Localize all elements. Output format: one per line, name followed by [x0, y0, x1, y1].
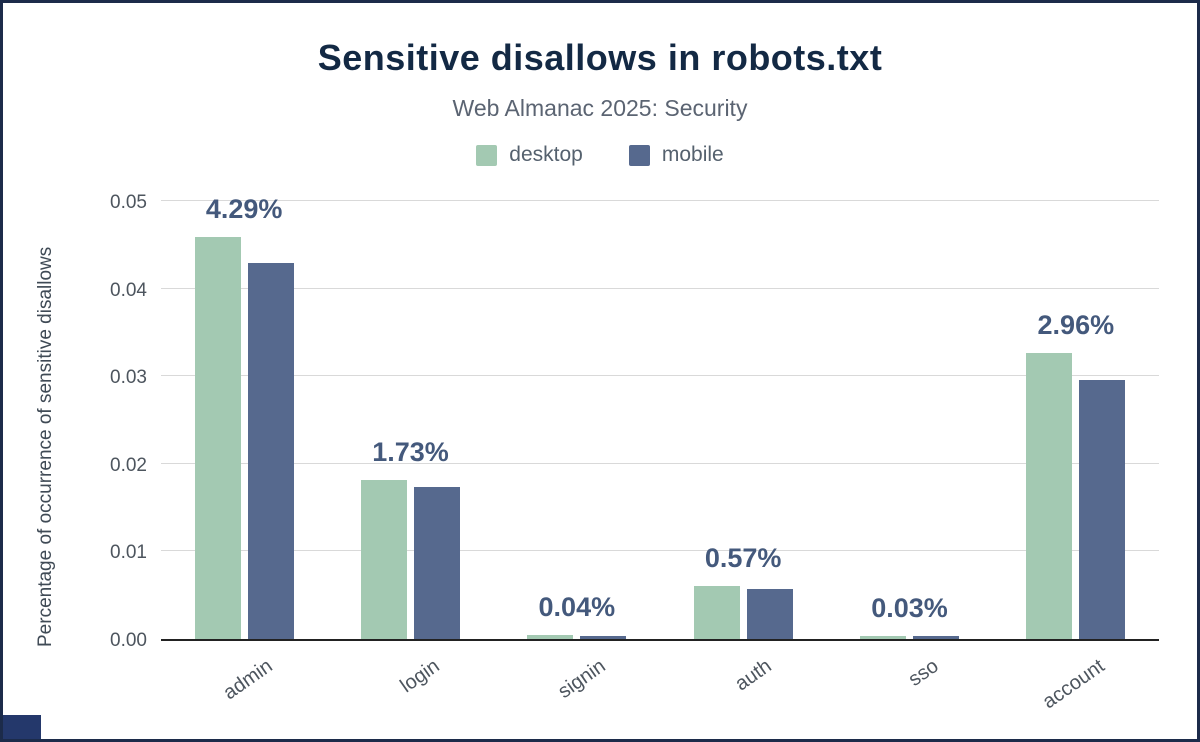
bar-group-auth	[660, 201, 826, 639]
legend-label-mobile: mobile	[661, 143, 724, 166]
y-tick-label: 0.05	[110, 192, 147, 213]
legend-swatch-desktop	[476, 144, 498, 166]
bar-group-login	[327, 201, 493, 639]
bar-desktop-signin[interactable]	[527, 634, 574, 639]
bar-desktop-sso[interactable]	[859, 636, 906, 639]
y-tick-label: 0.04	[110, 279, 147, 301]
bar-desktop-account[interactable]	[1026, 352, 1073, 639]
corner-logo	[3, 715, 41, 739]
bar-mobile-login[interactable]	[413, 487, 460, 639]
y-tick-label: 0.03	[110, 367, 147, 389]
bar-group-sso	[826, 201, 992, 639]
gridline	[161, 287, 1159, 289]
y-tick-label: 0.01	[110, 542, 147, 564]
bar-desktop-login[interactable]	[360, 480, 407, 639]
bar-group-account	[993, 201, 1159, 639]
bar-desktop-admin[interactable]	[194, 236, 241, 639]
bar-mobile-admin[interactable]	[247, 263, 294, 639]
bar-mobile-auth[interactable]	[746, 589, 793, 639]
bar-mobile-signin[interactable]	[580, 635, 627, 639]
chart-area: 0.00 0.01 0.02 0.03 0.04 0.05 4.29% admin 1.73%…	[3, 192, 1197, 713]
value-label-signin: 0.04%	[538, 591, 616, 622]
x-tick-label-login: login	[395, 655, 444, 698]
gridline	[161, 375, 1159, 377]
gridline	[161, 462, 1159, 464]
bar-group-admin	[161, 201, 327, 639]
chart-title: Sensitive disallows in robots.txt	[317, 37, 883, 78]
bar-mobile-sso[interactable]	[912, 636, 959, 639]
y-tick-label: 0.02	[110, 454, 147, 476]
legend: desktop mobile	[3, 143, 1197, 167]
bar-group-signin	[494, 201, 660, 639]
y-tick-label: 0.00	[110, 630, 147, 651]
legend-item-desktop[interactable]: desktop	[476, 143, 583, 167]
bar-mobile-account[interactable]	[1079, 379, 1126, 639]
y-axis-ticks: 0.00 0.01 0.02 0.03 0.04 0.05	[63, 192, 153, 651]
value-label-login: 1.73%	[372, 437, 449, 468]
x-tick-label-account: account	[1038, 655, 1109, 714]
value-label-account: 2.96%	[1037, 309, 1115, 340]
x-tick-label-sso: sso	[904, 655, 943, 691]
bar-desktop-auth[interactable]	[693, 586, 740, 639]
legend-item-mobile[interactable]: mobile	[628, 143, 724, 167]
value-label-admin: 4.29%	[205, 193, 283, 224]
plot-area: 4.29% admin 1.73% login 0.04% signin 0.57% auth…	[161, 194, 1159, 713]
gridline	[161, 200, 1159, 201]
value-label-sso: 0.03%	[871, 593, 948, 624]
legend-label-desktop: desktop	[509, 143, 583, 166]
x-tick-label-auth: auth	[731, 655, 776, 696]
legend-swatch-mobile	[628, 144, 650, 166]
x-tick-label-admin: admin	[219, 655, 277, 705]
gridline	[161, 550, 1159, 552]
x-tick-label-signin: signin	[554, 655, 610, 703]
value-label-auth: 0.57%	[704, 543, 782, 574]
chart-subtitle: Web Almanac 2025: Security	[452, 95, 748, 121]
